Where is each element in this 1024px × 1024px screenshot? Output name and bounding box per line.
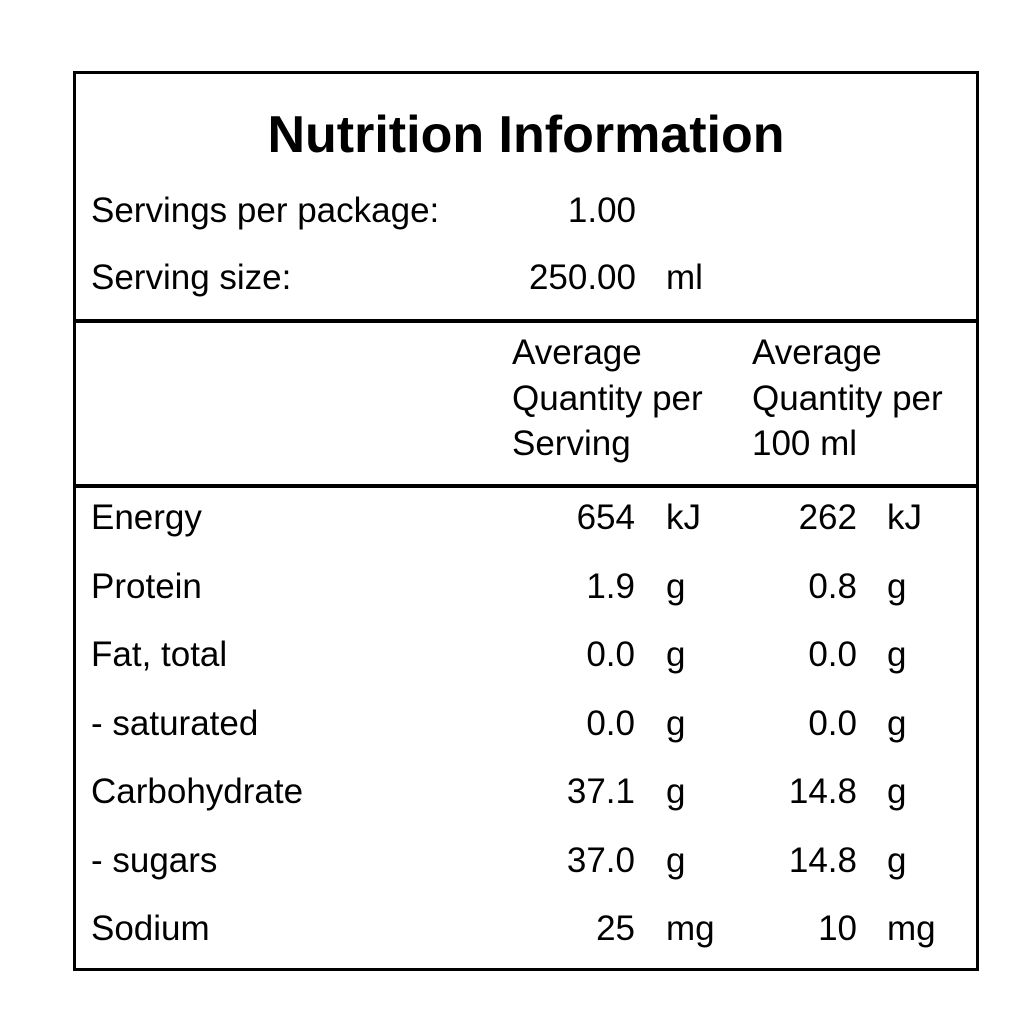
nutrient-name: Energy [91, 498, 202, 537]
nutrient-name: Sodium [91, 909, 210, 948]
nutrient-name: Carbohydrate [91, 772, 304, 811]
nutrient-name: Protein [91, 566, 202, 606]
title: Nutrition Information [267, 106, 785, 164]
per-serving-unit: g [666, 703, 686, 743]
per-100-value: 0.0 [808, 635, 857, 674]
per-100-value: 262 [798, 498, 857, 537]
serving-label: Servings per package: [91, 191, 440, 230]
per-serving-value: 37.0 [566, 840, 635, 880]
column-header: Average [512, 333, 642, 372]
per-serving-value: 1.9 [586, 566, 635, 606]
per-serving-unit: mg [666, 909, 715, 948]
per-100-unit: g [887, 635, 907, 674]
per-100-unit: g [887, 703, 907, 743]
per-100-unit: g [887, 772, 907, 811]
serving-label: Serving size: [91, 258, 292, 297]
nutrient-name: - saturated [91, 703, 259, 743]
per-serving-unit: g [666, 635, 686, 674]
per-100-value: 14.8 [788, 840, 857, 880]
serving-value: 1.00 [567, 191, 636, 230]
per-100-value: 10 [818, 909, 857, 948]
per-100-unit: mg [887, 909, 936, 948]
per-100-unit: g [887, 840, 907, 880]
nutrient-name: - sugars [91, 840, 218, 880]
nutrient-name: Fat, total [91, 635, 228, 674]
per-serving-unit: g [666, 566, 686, 606]
column-header: Average [752, 333, 882, 372]
per-100-value: 0.8 [808, 566, 857, 606]
per-serving-value: 0.0 [586, 703, 635, 743]
per-100-unit: kJ [887, 498, 922, 537]
column-header: Quantity per [512, 378, 703, 418]
column-header: Quantity per [752, 378, 943, 418]
per-serving-value: 0.0 [586, 635, 635, 674]
per-100-value: 14.8 [788, 772, 857, 811]
divider [73, 484, 979, 488]
serving-unit: ml [666, 258, 703, 297]
per-serving-unit: kJ [666, 498, 701, 537]
column-header: Serving [512, 424, 631, 463]
panel-border [73, 71, 979, 971]
per-serving-unit: g [666, 772, 686, 811]
per-100-value: 0.0 [808, 703, 857, 743]
divider [73, 319, 979, 323]
per-serving-value: 654 [576, 498, 635, 537]
serving-value: 250.00 [528, 258, 636, 297]
per-serving-unit: g [666, 840, 686, 880]
per-serving-value: 25 [596, 909, 635, 948]
per-100-unit: g [887, 566, 907, 606]
per-serving-value: 37.1 [566, 772, 635, 811]
column-header: 100 ml [752, 424, 858, 463]
